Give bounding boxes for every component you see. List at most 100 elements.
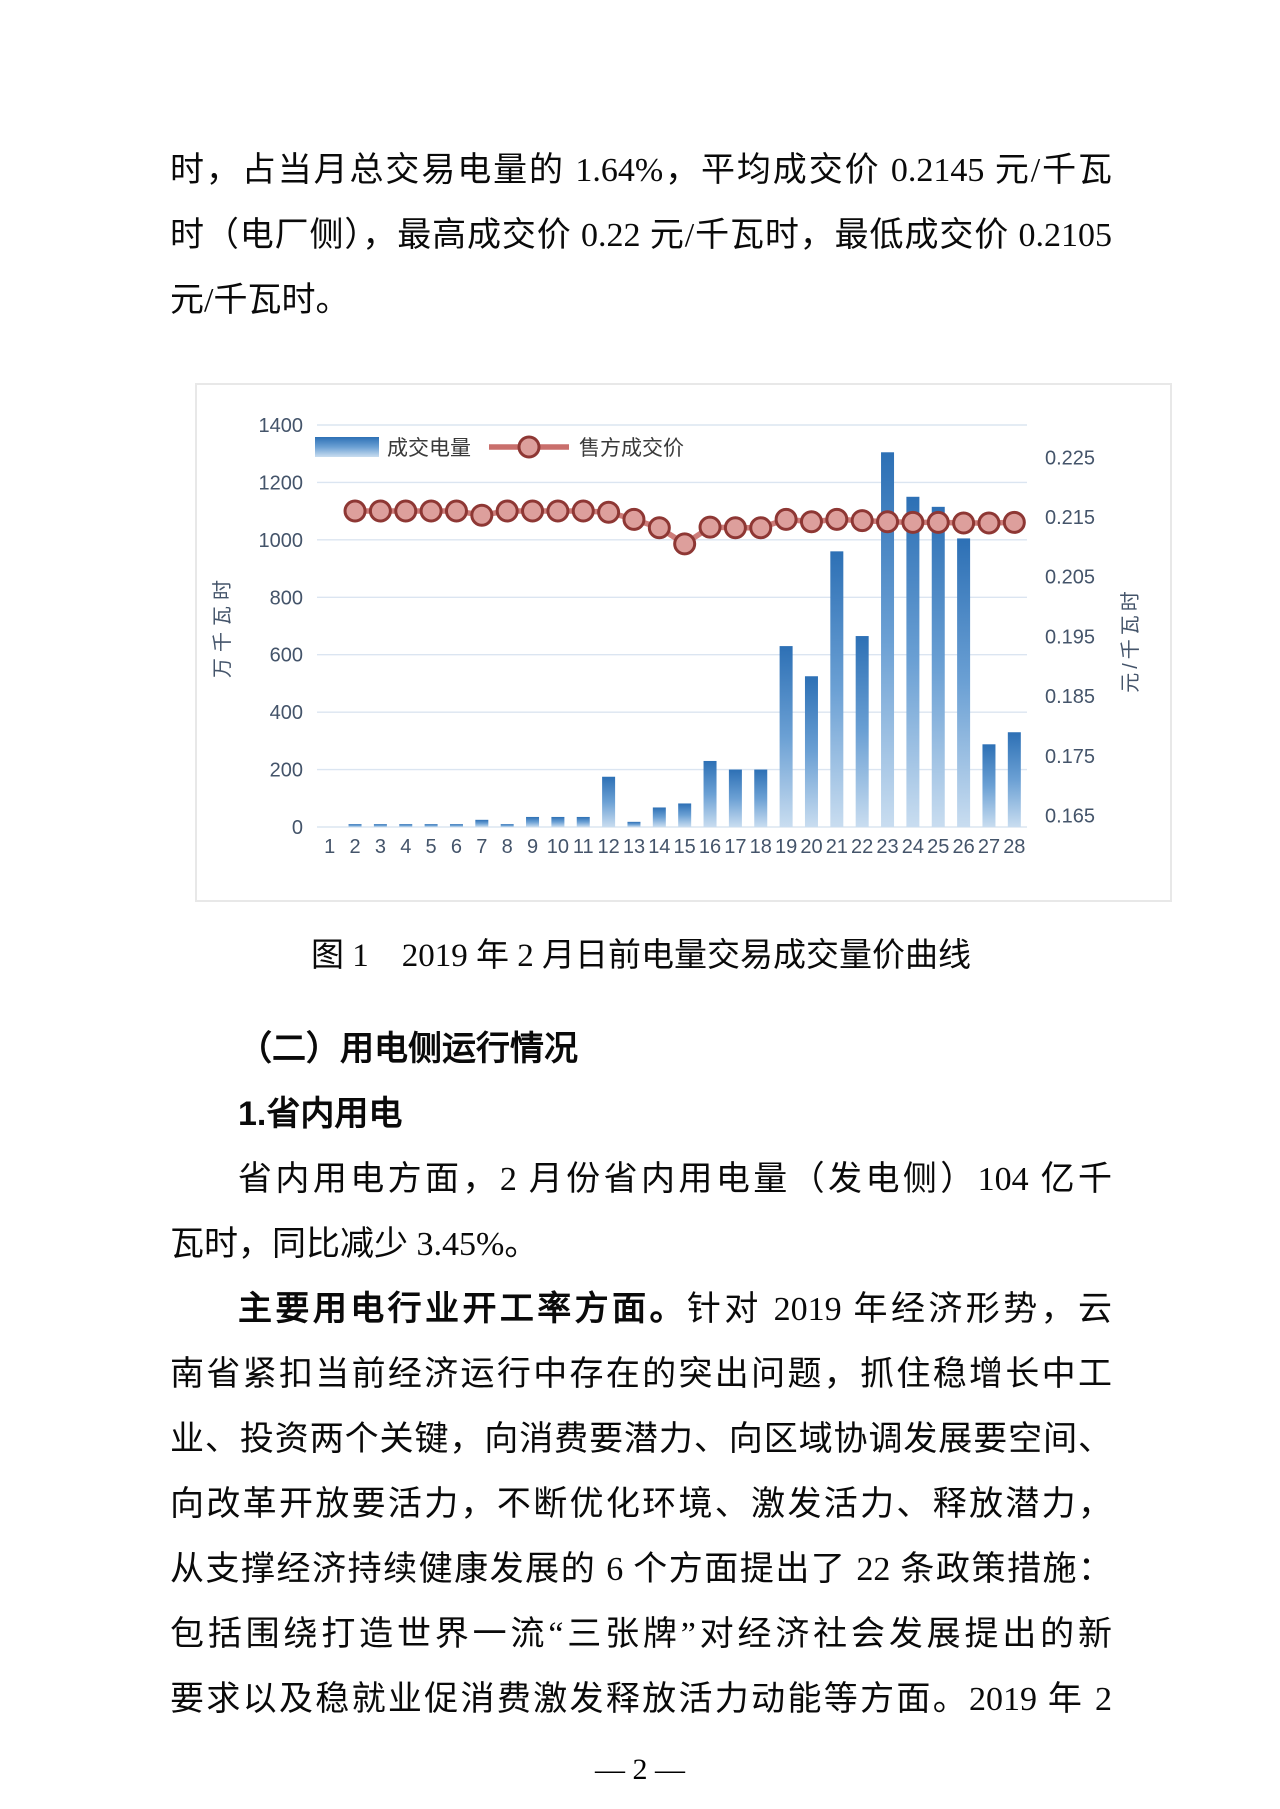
bar-day-7 bbox=[475, 819, 489, 827]
bar-day-28 bbox=[1007, 732, 1021, 827]
price-marker-day-27 bbox=[977, 511, 1001, 535]
left-axis-tick-label: 0 bbox=[292, 817, 303, 839]
volume-price-chart: 0 200 400 600 800 1000 1200 1400 0.165 0.175 0.185… bbox=[211, 415, 1142, 858]
price-marker-day-7 bbox=[470, 503, 494, 527]
paragraph-line: 瓦时，同比减少 3.45%。 bbox=[170, 1226, 539, 1263]
price-marker-day-26 bbox=[952, 511, 976, 535]
paragraph-line: 从支撑经济持续健康发展的 6 个方面提出了 22 条政策措施： bbox=[170, 1551, 1112, 1588]
subsection-heading: 1.省内用电 bbox=[238, 1095, 403, 1133]
x-axis-tick-label: 21 bbox=[826, 836, 848, 858]
price-marker-day-28 bbox=[1002, 510, 1026, 534]
x-axis-tick-label: 17 bbox=[724, 836, 746, 858]
paragraph-line: 向改革开放要活力，不断优化环境、激发活力、释放潜力， bbox=[170, 1486, 1112, 1523]
price-marker-day-4 bbox=[394, 499, 418, 523]
right-axis-tick-label: 0.205 bbox=[1045, 567, 1095, 589]
bar-day-12 bbox=[602, 776, 616, 827]
price-marker-day-2 bbox=[343, 499, 367, 523]
price-marker-day-21 bbox=[825, 507, 849, 531]
right-axis-title: 元/千瓦时 bbox=[1119, 587, 1142, 693]
right-axis-tick-label: 0.225 bbox=[1045, 447, 1095, 469]
price-marker-day-18 bbox=[749, 516, 773, 540]
x-axis-tick-label: 15 bbox=[674, 836, 696, 858]
bar-day-24 bbox=[906, 496, 920, 827]
bar-day-9 bbox=[526, 816, 540, 827]
x-axis-tick-label: 24 bbox=[902, 836, 924, 858]
paragraph-line: 时，占当月总交易电量的 1.64%，平均成交价 0.2145 元/千瓦 bbox=[170, 152, 1112, 189]
bar-day-5 bbox=[424, 824, 438, 827]
x-axis-tick-label: 12 bbox=[597, 836, 619, 858]
right-axis-tick-label: 0.175 bbox=[1045, 746, 1095, 768]
x-axis-tick-label: 5 bbox=[426, 836, 437, 858]
bar-day-17 bbox=[728, 769, 742, 827]
x-axis-tick-label: 27 bbox=[978, 836, 1000, 858]
price-marker-day-3 bbox=[368, 499, 392, 523]
paragraph-line: 要求以及稳就业促消费激发释放活力动能等方面。2019 年 2 bbox=[170, 1681, 1112, 1718]
legend-line-marker bbox=[517, 435, 541, 459]
bar-day-10 bbox=[551, 816, 565, 827]
left-axis-title: 万千瓦时 bbox=[211, 574, 234, 678]
price-marker-day-9 bbox=[521, 499, 545, 523]
figure-caption: 图 1 2019 年 2 月日前电量交易成交量价曲线 bbox=[311, 938, 971, 974]
text-run: 针对 2019 年经济形势，云 bbox=[686, 1291, 1113, 1328]
x-axis-tick-label: 6 bbox=[451, 836, 462, 858]
price-marker-day-24 bbox=[901, 510, 925, 534]
x-axis-tick-label: 20 bbox=[800, 836, 822, 858]
bar-day-8 bbox=[500, 824, 514, 827]
paragraph-line: 省内用电方面，2 月份省内用电量（发电侧）104 亿千 bbox=[238, 1161, 1112, 1198]
x-axis-tick-label: 11 bbox=[573, 836, 594, 858]
bar-day-15 bbox=[678, 803, 692, 827]
bar-day-23 bbox=[881, 452, 895, 827]
bold-run: 主要用电行业开工率方面。 bbox=[238, 1290, 687, 1328]
x-axis-tick-label: 22 bbox=[851, 836, 873, 858]
page-number: — 2 — bbox=[595, 1753, 685, 1786]
bar-day-13 bbox=[627, 821, 641, 827]
price-marker-day-12 bbox=[597, 500, 621, 524]
bar-day-25 bbox=[931, 506, 945, 827]
bar-day-14 bbox=[652, 807, 666, 827]
price-marker-day-5 bbox=[419, 499, 443, 523]
x-axis-tick-label: 26 bbox=[952, 836, 974, 858]
paragraph-line: 包括围绕打造世界一流“三张牌”对经济社会发展提出的新 bbox=[170, 1616, 1112, 1653]
paragraph-line: 主要用电行业开工率方面。针对 2019 年经济形势，云 bbox=[170, 1277, 1112, 1342]
x-axis-tick-label: 7 bbox=[476, 836, 487, 858]
price-marker-day-15 bbox=[673, 532, 697, 556]
x-axis-tick-label: 19 bbox=[775, 836, 797, 858]
price-marker-day-6 bbox=[444, 499, 468, 523]
paragraph-line: 元/千瓦时。 bbox=[170, 282, 350, 319]
x-axis-tick-label: 18 bbox=[750, 836, 772, 858]
paragraph-line: 时（电厂侧），最高成交价 0.22 元/千瓦时，最低成交价 0.2105 bbox=[170, 217, 1112, 254]
bar-day-2 bbox=[348, 824, 362, 827]
x-axis-tick-label: 3 bbox=[375, 836, 386, 858]
bar-day-18 bbox=[754, 769, 768, 827]
legend-label-volume: 成交电量 bbox=[387, 437, 471, 460]
bar-day-6 bbox=[449, 824, 463, 827]
bar-day-19 bbox=[779, 646, 793, 827]
bar-day-22 bbox=[855, 636, 869, 827]
left-axis-tick-label: 1400 bbox=[259, 415, 304, 437]
price-marker-day-14 bbox=[647, 516, 671, 540]
legend-label-price: 售方成交价 bbox=[579, 437, 684, 460]
left-axis-tick-label: 400 bbox=[270, 702, 303, 724]
price-marker-day-23 bbox=[876, 510, 900, 534]
price-marker-day-8 bbox=[495, 499, 519, 523]
figure-1-chart-frame: 0 200 400 600 800 1000 1200 1400 0.165 0.175 0.185… bbox=[195, 383, 1172, 902]
x-axis-tick-label: 8 bbox=[502, 836, 513, 858]
right-axis-tick-label: 0.185 bbox=[1045, 686, 1095, 708]
left-axis-tick-label: 600 bbox=[270, 645, 303, 667]
paragraph-line: 业、投资两个关键，向消费要潜力、向区域协调发展要空间、 bbox=[170, 1421, 1112, 1458]
left-axis-tick-label: 1000 bbox=[259, 530, 304, 552]
price-marker-day-13 bbox=[622, 507, 646, 531]
price-marker-day-20 bbox=[799, 510, 823, 534]
right-axis-tick-label: 0.215 bbox=[1045, 507, 1095, 529]
price-marker-day-22 bbox=[850, 509, 874, 533]
x-axis-tick-label: 1 bbox=[324, 836, 335, 858]
price-marker-day-11 bbox=[571, 499, 595, 523]
price-marker-day-17 bbox=[723, 516, 747, 540]
x-axis-tick-label: 4 bbox=[400, 836, 411, 858]
x-axis-tick-label: 10 bbox=[547, 836, 569, 858]
bar-day-20 bbox=[804, 676, 818, 827]
bar-day-3 bbox=[373, 824, 387, 827]
price-marker-day-25 bbox=[926, 510, 950, 534]
bar-day-11 bbox=[576, 816, 590, 827]
